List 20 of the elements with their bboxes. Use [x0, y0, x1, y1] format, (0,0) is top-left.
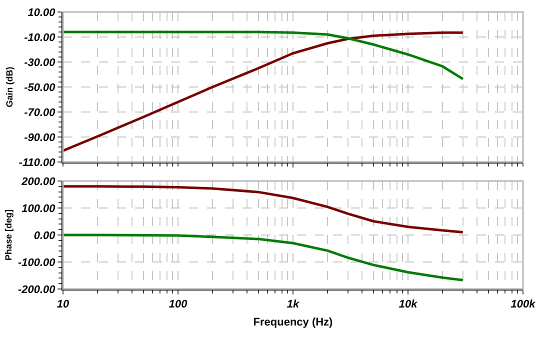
y-tick-label: -50.00 — [24, 82, 56, 94]
y-tick-label: -110.00 — [18, 156, 56, 169]
x-tick-label: 10k — [398, 298, 418, 311]
y-tick-label: -30.00 — [24, 56, 56, 69]
y-tick-label: -90.00 — [24, 132, 56, 144]
x-axis-title: Frequency (Hz) — [253, 316, 334, 329]
x-tick-label: 100 — [168, 298, 188, 311]
y-tick-label: -70.00 — [24, 106, 56, 119]
x-tick-label: 100k — [510, 298, 536, 311]
y-axis-title: Phase [deg] — [4, 209, 14, 261]
y-tick-label: -100.00 — [18, 256, 56, 269]
x-tick-label: 10 — [56, 298, 70, 311]
y-tick-label: -10.00 — [24, 32, 56, 44]
y-tick-label: -200.00 — [18, 284, 56, 296]
y-tick-label: 200.00 — [20, 176, 56, 188]
y-tick-label: 100.00 — [22, 202, 56, 215]
y-tick-label: 0.00 — [34, 230, 56, 242]
y-tick-label: 10.00 — [28, 6, 56, 19]
y-axis-title: Gain (dB) — [4, 66, 14, 108]
x-tick-label: 1k — [286, 298, 300, 311]
